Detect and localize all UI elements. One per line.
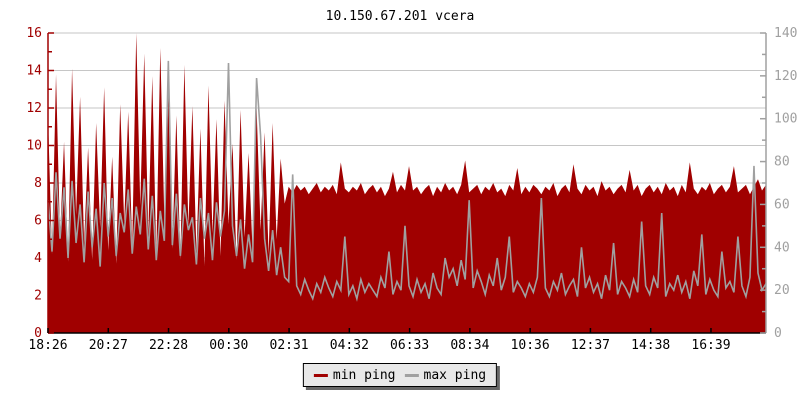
x-tick-label: 12:37 (571, 338, 610, 353)
x-tick-label: 00:30 (209, 338, 248, 353)
y-left-tick-label: 16 (26, 26, 42, 41)
min-ping-swatch-icon (313, 373, 328, 377)
y-left-tick-label: 2 (34, 289, 42, 304)
x-tick-label: 20:27 (89, 338, 128, 353)
y-left-tick-label: 10 (26, 139, 42, 154)
y-right-tick-label: 0 (774, 326, 782, 341)
max-ping-swatch-icon (404, 373, 419, 377)
legend-label-max-ping: max ping (423, 367, 487, 383)
y-left-tick-label: 12 (26, 101, 42, 116)
y-right-tick-label: 20 (774, 283, 790, 298)
x-tick-label: 04:32 (330, 338, 369, 353)
x-tick-label: 08:34 (450, 338, 489, 353)
min-ping-area (48, 33, 766, 333)
y-left-tick-label: 0 (34, 326, 42, 341)
legend-box: min ping max ping (302, 363, 498, 387)
y-right-tick-label: 80 (774, 155, 790, 170)
y-left-tick-label: 4 (34, 251, 42, 266)
x-tick-label: 14:38 (631, 338, 670, 353)
x-tick-label: 18:26 (28, 338, 67, 353)
y-right-tick-label: 60 (774, 197, 790, 212)
legend-item-min-ping: min ping (313, 367, 396, 383)
y-right-tick-label: 120 (774, 69, 797, 84)
y-right-tick-label: 100 (774, 112, 797, 127)
y-left-tick-label: 14 (26, 64, 42, 79)
max-ping-line (47, 60, 767, 302)
legend-label-min-ping: min ping (332, 367, 396, 383)
x-tick-label: 22:28 (149, 338, 188, 353)
y-right-tick-label: 140 (774, 26, 797, 41)
chart-title: 10.150.67.201 vcera (325, 9, 475, 24)
x-tick-label: 06:33 (390, 338, 429, 353)
legend-item-max-ping: max ping (404, 367, 487, 383)
y-left-tick-label: 8 (34, 176, 42, 191)
x-tick-label: 16:39 (691, 338, 730, 353)
x-tick-label: 10:36 (511, 338, 550, 353)
y-left-tick-label: 6 (34, 214, 42, 229)
x-tick-label: 02:31 (270, 338, 309, 353)
y-right-tick-label: 40 (774, 240, 790, 255)
